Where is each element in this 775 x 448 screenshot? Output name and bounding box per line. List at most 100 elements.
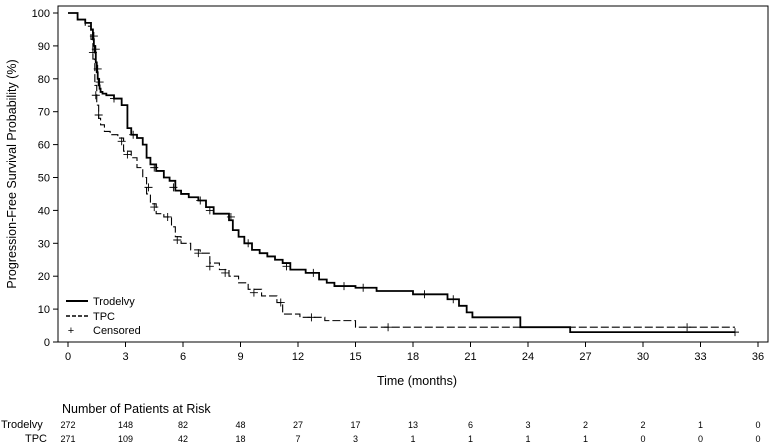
risk-value-tpc: 18 xyxy=(235,434,245,444)
censor-mark-trodelvy xyxy=(110,94,118,103)
censor-mark-trodelvy xyxy=(196,196,205,205)
y-tick-label: 10 xyxy=(38,304,50,316)
risk-table-values: 272 148 82 48 27 17 13 6 3 2 2 1 0 271 109 42 18 7 3 1 1 1 1 0 0… xyxy=(60,420,760,444)
censor-mark-tpc xyxy=(94,110,103,119)
y-tick-label: 20 xyxy=(38,271,50,283)
risk-value-trodelvy: 3 xyxy=(525,420,530,430)
series-layer xyxy=(68,12,735,334)
risk-value-trodelvy: 1 xyxy=(698,420,703,430)
censor-mark-tpc xyxy=(205,262,214,271)
x-tick-label: 6 xyxy=(180,351,186,363)
censor-mark-trodelvy xyxy=(129,130,138,139)
censor-mark-tpc xyxy=(384,323,393,332)
series-line-trodelvy xyxy=(68,12,735,334)
censor-mark-trodelvy xyxy=(282,262,291,271)
censor-mark-trodelvy xyxy=(205,206,214,215)
x-tick-label: 9 xyxy=(237,351,243,363)
censor-mark-tpc xyxy=(276,298,285,307)
x-tick-label: 24 xyxy=(522,351,534,363)
censor-mark-trodelvy xyxy=(340,282,348,291)
y-tick-label: 80 xyxy=(38,74,50,86)
censor-mark-trodelvy xyxy=(169,183,178,192)
risk-value-trodelvy: 6 xyxy=(468,420,473,430)
risk-value-trodelvy: 2 xyxy=(583,420,588,430)
x-tick-label: 21 xyxy=(464,351,476,363)
legend-label-tpc: TPC xyxy=(93,311,115,323)
y-tick-label: 30 xyxy=(38,238,50,250)
risk-value-trodelvy: 0 xyxy=(755,420,760,430)
risk-value-trodelvy: 48 xyxy=(235,420,245,430)
x-axis-title: Time (months) xyxy=(377,374,457,388)
censor-mark-tpc xyxy=(249,288,258,297)
y-tick-label: 60 xyxy=(38,140,50,152)
risk-value-tpc: 0 xyxy=(755,434,760,444)
censor-mark-trodelvy xyxy=(150,163,159,172)
censor-mark-trodelvy xyxy=(95,78,104,87)
x-tick-label: 3 xyxy=(122,351,128,363)
y-tick-label: 70 xyxy=(38,107,50,119)
risk-value-trodelvy: 27 xyxy=(293,420,303,430)
censor-mark-tpc xyxy=(150,203,159,212)
x-tick-label: 15 xyxy=(349,351,361,363)
x-tick-label: 33 xyxy=(694,351,706,363)
legend-censor-marker: + xyxy=(68,325,74,337)
censor-mark-tpc xyxy=(173,236,182,245)
censor-mark-tpc xyxy=(683,323,692,332)
risk-value-tpc: 1 xyxy=(583,434,588,444)
risk-table-title: Number of Patients at Risk xyxy=(62,402,211,416)
censor-mark-trodelvy xyxy=(309,268,318,277)
censor-mark-trodelvy xyxy=(731,328,739,337)
censor-mark-tpc xyxy=(307,313,316,322)
censor-mark-tpc xyxy=(194,249,203,258)
y-tick-label: 90 xyxy=(38,41,50,53)
risk-value-tpc: 271 xyxy=(60,434,75,444)
risk-value-trodelvy: 272 xyxy=(60,420,75,430)
x-tick-label: 0 xyxy=(65,351,71,363)
risk-value-trodelvy: 13 xyxy=(408,420,418,430)
legend-label-censored: Censored xyxy=(93,325,141,337)
censor-mark-trodelvy xyxy=(449,295,458,304)
x-tick-label: 18 xyxy=(407,351,419,363)
censor-mark-tpc xyxy=(88,48,97,57)
risk-value-trodelvy: 148 xyxy=(118,420,133,430)
risk-value-tpc: 7 xyxy=(295,434,300,444)
censor-mark-trodelvy xyxy=(359,283,368,292)
censor-mark-tpc xyxy=(221,268,230,277)
y-tick-label: 100 xyxy=(32,8,50,20)
risk-value-trodelvy: 2 xyxy=(640,420,645,430)
risk-value-tpc: 1 xyxy=(410,434,415,444)
censored-markers xyxy=(88,32,739,337)
censor-mark-trodelvy xyxy=(420,290,429,299)
axis-ticks: 0 3 6 9 12 15 18 21 24 27 30 33 36010203040506070809… xyxy=(32,8,764,363)
y-tick-label: 0 xyxy=(44,337,50,349)
censor-mark-trodelvy xyxy=(93,64,102,73)
x-tick-label: 30 xyxy=(637,351,649,363)
censor-mark-trodelvy xyxy=(89,32,98,41)
censor-mark-tpc xyxy=(123,150,132,159)
y-tick-label: 40 xyxy=(38,205,50,217)
censor-mark-tpc xyxy=(91,91,100,100)
risk-value-tpc: 0 xyxy=(698,434,703,444)
y-axis-title: Progression-Free Survival Probability (%… xyxy=(5,59,19,288)
risk-row-label-tpc: TPC xyxy=(25,433,47,445)
legend: Trodelvy TPC + Censored xyxy=(66,296,141,337)
risk-value-trodelvy: 82 xyxy=(178,420,188,430)
censor-mark-tpc xyxy=(163,212,172,221)
risk-row-label-trodelvy: Trodelvy xyxy=(1,419,43,431)
x-tick-label: 12 xyxy=(292,351,304,363)
risk-value-trodelvy: 17 xyxy=(350,420,360,430)
risk-value-tpc: 42 xyxy=(178,434,188,444)
series-line-tpc xyxy=(68,12,735,328)
x-tick-label: 27 xyxy=(579,351,591,363)
risk-value-tpc: 1 xyxy=(468,434,473,444)
legend-label-trodelvy: Trodelvy xyxy=(93,296,135,308)
y-tick-label: 50 xyxy=(38,173,50,185)
risk-value-tpc: 109 xyxy=(118,434,133,444)
censor-mark-trodelvy xyxy=(244,239,253,248)
risk-value-tpc: 3 xyxy=(353,434,358,444)
x-tick-label: 36 xyxy=(752,351,764,363)
censor-mark-tpc xyxy=(117,137,126,146)
risk-value-tpc: 1 xyxy=(525,434,530,444)
risk-value-tpc: 0 xyxy=(640,434,645,444)
